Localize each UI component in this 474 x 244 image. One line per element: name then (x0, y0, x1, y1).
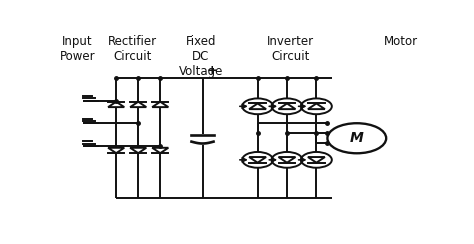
Text: Input
Power: Input Power (60, 35, 95, 63)
Text: M: M (350, 131, 364, 145)
Text: Fixed
DC
Voltage: Fixed DC Voltage (179, 35, 223, 78)
Text: Rectifier
Circuit: Rectifier Circuit (108, 35, 157, 63)
Text: Motor: Motor (384, 35, 418, 48)
Text: Inverter
Circuit: Inverter Circuit (267, 35, 314, 63)
Text: +: + (206, 64, 217, 77)
